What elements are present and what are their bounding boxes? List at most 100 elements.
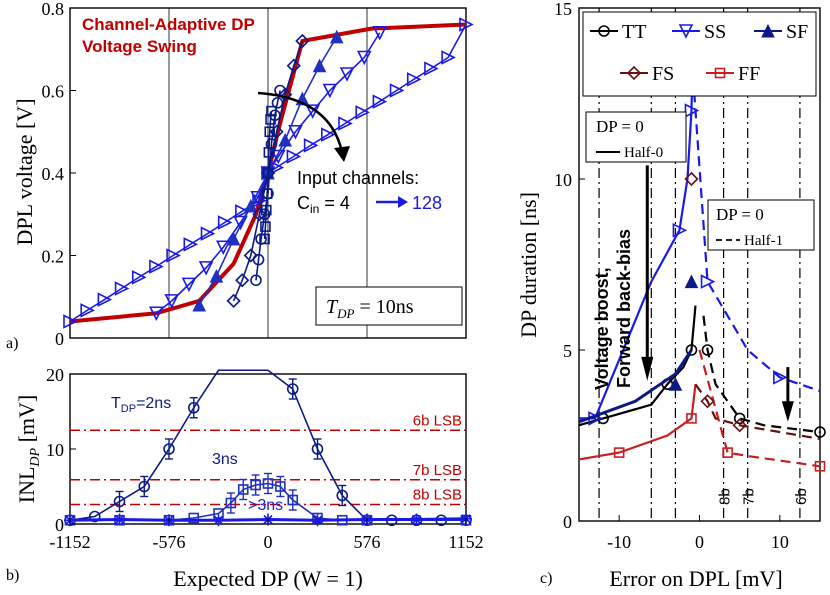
panel-c-point [700,394,715,409]
panel-c-point [684,103,700,118]
panel-a-annotation-cin-end: 128 [412,193,442,213]
panel-c-point [773,370,788,385]
legend-ff-marker [714,67,726,79]
panel-c: 8b 7b 6b -10 0 10 0 5 10 15 DP duration [ns] Err… [516,0,826,591]
panel-a-point [164,294,180,309]
panel-a-point [266,105,277,117]
panel-a-point [244,198,258,213]
panel-a-point [262,167,274,179]
panel-a-point [406,72,422,87]
panel-b-point [410,513,423,526]
panel-c-point [814,426,826,438]
panel-c-point [701,344,714,356]
half0-legend-label: Half-0 [624,145,663,161]
panel-a-point [217,215,233,230]
panel-c-point [722,447,733,458]
panel-a-point [226,231,241,246]
panel-a-point [329,29,344,44]
panel-c-legend [582,11,817,97]
panel-c-xtick-label: -10 [607,532,631,552]
panel-c-point [685,344,698,356]
panel-a-point [181,277,197,293]
panel-c-point [613,447,625,458]
panel-b-label: b) [6,567,19,584]
panel-b-point [188,512,200,524]
panel-b-label-3ns: 3ns [212,451,238,468]
half1-legend [707,199,815,251]
legend-fs-marker [626,65,642,81]
panel-c-ytick-label: 0 [563,512,572,532]
panel-a-point [131,270,147,285]
panel-c-line-ff-half-0 [578,384,697,461]
panel-a-ytick-label: 0 [55,329,64,349]
panel-a-point [63,314,78,329]
panel-a-point [252,253,265,266]
panel-a-point [288,124,303,140]
panel-a-series [63,17,474,329]
panel-c-point [684,171,699,187]
panel-a-point [356,50,372,66]
panel-a-point [200,226,216,241]
panel-a-arrowhead [334,146,350,162]
panel-c-point [700,274,716,289]
panel-c-down-arrowhead-left [641,356,654,381]
legend-tt-marker [598,25,610,37]
panel-b-ytick-label: 10 [46,440,64,460]
panel-a-ytick-label: 0.2 [42,247,65,267]
panel-c-point [732,418,747,433]
panel-c-point [668,377,683,391]
panel-a-point [260,204,272,216]
panel-b-ytick-label: 0 [55,515,64,535]
panel-a-point [192,297,207,312]
panel-a-point [243,248,258,263]
panel-a-point [114,281,130,296]
panel-a-point [80,303,95,318]
panel-a-annotation-cin: Cin = 4 [297,193,350,216]
panel-a-point [424,61,439,76]
panel-b-point [88,510,101,523]
panel-b-point [250,479,261,491]
panel-a-tdp-text: TDP = 10ns [326,296,414,321]
legend-ss-marker [678,24,694,39]
panel-a-point [286,58,301,73]
panel-c-line-ss-half-1 [691,76,821,393]
panel-a-annotation-channels: Input channels: [297,168,419,188]
panel-b-point [287,494,299,506]
panel-b-ytick-label: 20 [46,365,64,385]
panel-a-ytick-label: 0.6 [42,82,65,102]
panel-a-point [265,138,278,150]
panel-b-point [275,481,286,492]
panel-c-lsb-label: 6b [793,488,810,505]
panel-a-point [372,25,388,41]
panel-a-yticks: 0 0.2 0.4 0.6 0.8 [42,0,76,349]
panel-a-ylabel: DPL voltage [V] [12,98,37,245]
panel-c-ytick-label: 10 [554,170,572,190]
panel-c-legend-items: TT SS SF FS FF [590,21,808,85]
panel-a-point [271,149,286,165]
panel-a-point [372,94,388,109]
panel-c-line-fs-half-1 [694,383,821,441]
panel-a-point [149,259,164,274]
panel-a-point [226,293,241,309]
panel-a-point [321,127,336,142]
panel-b: 6b LSB 7b LSB 8b LSB -1152 -576 0 576 1152 0 10 2… [6,365,484,591]
panel-a-point [355,105,370,120]
panel-b-point [336,489,349,502]
panel-c-line-ff-half-1 [698,349,821,468]
panel-b-point [311,443,324,455]
panel-a-point [263,147,275,158]
voltage-boost-line2: Forward back-bias [614,229,634,388]
panel-a-point [286,149,302,164]
half1-legend-title: DP = 0 [716,205,764,224]
panel-a-point [209,269,224,283]
panel-a-point [183,237,199,252]
panel-c-point [814,460,826,472]
panel-a-point [389,83,405,98]
panel-b-point [311,514,324,527]
panel-a-point [459,17,474,32]
panel-b-xtick-label: 1152 [448,532,483,552]
panel-a-point [148,306,164,322]
panel-c-ylabel: DP duration [ns] [516,192,541,338]
panel-c-point [733,412,746,425]
